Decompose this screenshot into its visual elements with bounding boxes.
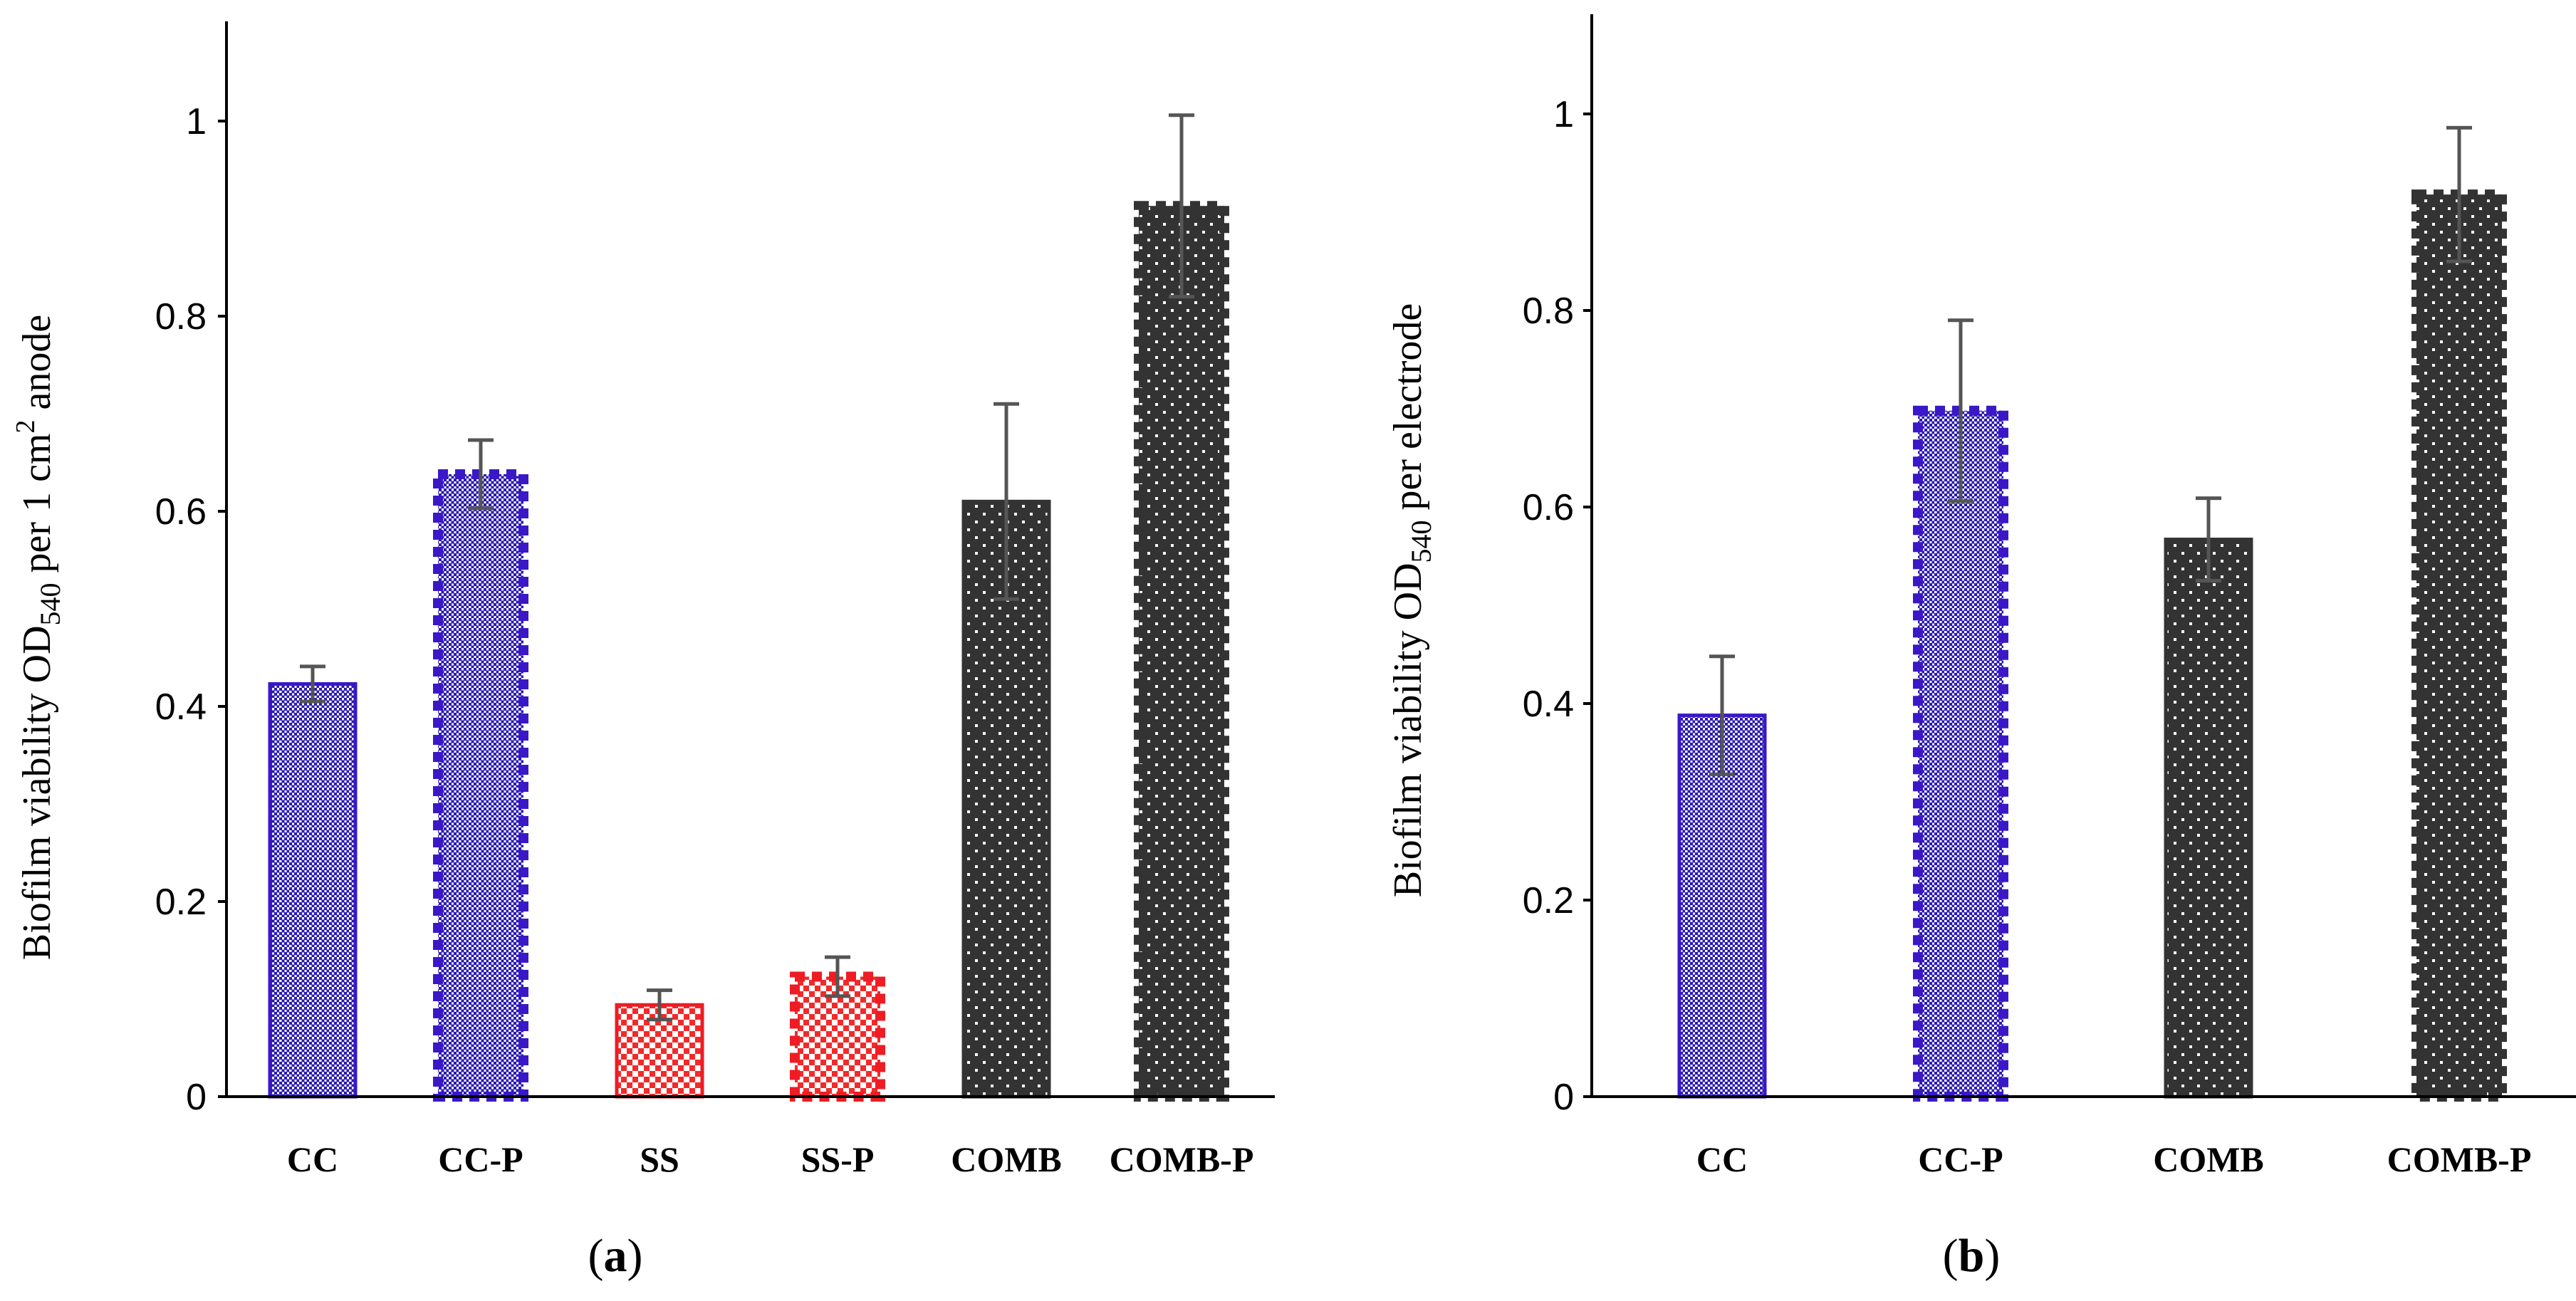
x-tick-label: COMB-P — [1110, 1139, 1254, 1179]
y-axis-label-a: Biofilm viability OD540 per 1 cm2 anode — [11, 315, 66, 960]
x-tick-label: SS-P — [801, 1139, 875, 1179]
x-tick-label: CC — [287, 1139, 338, 1179]
y-tick-label: 0 — [1553, 1077, 1574, 1118]
y-tick-label: 0.6 — [1523, 487, 1574, 528]
y-axis-label-b: Biofilm viability OD540 per electrode — [1386, 303, 1437, 897]
x-labels-b: CC CC-P COMB COMB-P — [1696, 1139, 2531, 1179]
bar-comb-p — [1139, 206, 1224, 1097]
y-tick-label: 0.4 — [155, 686, 207, 728]
bars-b — [1679, 194, 2502, 1097]
bar-comb-p — [2416, 194, 2502, 1097]
y-tick-label: 0.2 — [1523, 880, 1574, 921]
bar-cc-p — [438, 474, 523, 1097]
x-tick-label: CC — [1696, 1139, 1748, 1179]
y-tick-label: 0.8 — [155, 296, 207, 338]
panel-label-b: (b) — [1943, 1230, 2001, 1282]
x-labels-a: CC CC-P SS SS-P COMB COMB-P — [287, 1139, 1253, 1179]
x-tick-label: SS — [640, 1139, 679, 1179]
y-tick-label: 0.8 — [1523, 291, 1574, 332]
y-ticks-a: 0 0.2 0.4 0.6 0.8 1 — [155, 101, 226, 1118]
y-tick-label: 0 — [186, 1077, 207, 1118]
bar-comb — [2166, 540, 2251, 1097]
bar-cc — [270, 684, 355, 1097]
y-tick-label: 0.2 — [155, 882, 207, 923]
figure: 0 0.2 0.4 0.6 0.8 1 CC CC-P SS SS-P COMB COMB-P Bi… — [0, 0, 2576, 1301]
y-tick-label: 1 — [186, 101, 207, 142]
x-tick-label: COMB-P — [2387, 1139, 2532, 1179]
y-ticks-b: 0 0.2 0.4 0.6 0.8 1 — [1523, 94, 1592, 1118]
y-tick-label: 0.6 — [155, 491, 207, 533]
x-tick-label: COMB — [2153, 1139, 2264, 1179]
chart-panel-b: 0 0.2 0.4 0.6 0.8 1 CC CC-P COMB COMB-P Biofilm … — [1386, 14, 2576, 1282]
y-tick-label: 1 — [1553, 94, 1574, 135]
x-tick-label: COMB — [951, 1139, 1062, 1179]
bars-a — [270, 206, 1224, 1097]
error-bars-b — [1709, 127, 2472, 774]
panel-label-a: (a) — [588, 1230, 643, 1282]
bar-cc-p — [1918, 411, 2003, 1097]
y-tick-label: 0.4 — [1523, 684, 1574, 725]
chart-panel-a: 0 0.2 0.4 0.6 0.8 1 CC CC-P SS SS-P COMB COMB-P Bi… — [11, 21, 1275, 1282]
x-tick-label: CC-P — [438, 1139, 523, 1179]
x-tick-label: CC-P — [1918, 1139, 2003, 1179]
